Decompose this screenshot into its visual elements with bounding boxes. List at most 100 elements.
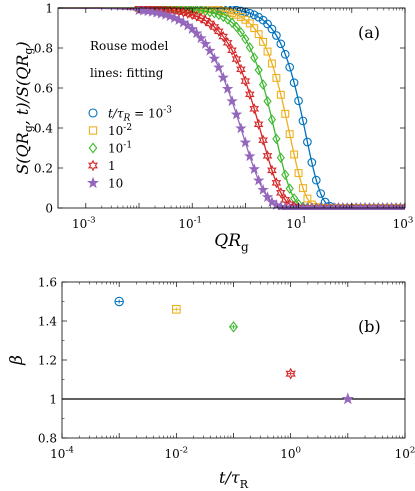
x-tick-label: 10-1 — [178, 216, 202, 231]
data-point-1 — [259, 37, 268, 46]
legend: t/τR = 10-310-2 10-1 1 10 — [87, 106, 172, 191]
data-point-3 — [222, 37, 233, 49]
data-point-0 — [294, 96, 303, 106]
y-tick-label: 1 — [49, 393, 57, 407]
data-point-3 — [258, 134, 268, 146]
panel-label-a: (a) — [358, 23, 380, 42]
data-point-0 — [263, 19, 272, 29]
data-point-0 — [249, 10, 259, 20]
y-tick-label: 1 — [45, 2, 53, 16]
x-tick-label: 10-4 — [50, 446, 74, 461]
data-point-3 — [205, 17, 215, 30]
x-tick-label: 103 — [393, 216, 414, 231]
data-point-0 — [298, 116, 308, 126]
data-point-0 — [307, 158, 317, 167]
data-point-0 — [245, 8, 255, 18]
data-point-2 — [254, 64, 263, 76]
data-point-3 — [240, 75, 251, 87]
data-point-2 — [232, 21, 241, 33]
data-point-4 — [186, 23, 198, 35]
data-point-2 — [223, 14, 232, 25]
data-point-0 — [289, 78, 299, 88]
data-point-3 — [196, 12, 206, 24]
beta-point-2 — [229, 321, 238, 333]
legend-marker-4 — [87, 176, 99, 189]
data-point-1 — [294, 169, 303, 178]
data-point-3 — [271, 177, 282, 189]
data-point-4 — [199, 37, 212, 49]
data-point-3 — [249, 103, 260, 115]
legend-label-4: 10 — [108, 177, 123, 191]
data-point-3 — [262, 150, 273, 162]
data-point-1 — [263, 47, 272, 56]
data-point-1 — [245, 19, 254, 28]
y-tick-label: 1.2 — [38, 354, 57, 368]
x-axis-label: t/τR — [219, 468, 249, 491]
data-point-3 — [267, 164, 277, 176]
data-point-2 — [241, 33, 250, 45]
data-point-1 — [290, 150, 299, 159]
data-point-1 — [299, 184, 307, 193]
data-point-3 — [244, 88, 255, 100]
data-point-2 — [263, 95, 272, 107]
x-axis-label: QRg — [214, 231, 249, 254]
data-point-3 — [253, 118, 264, 130]
y-tick-label: 0.8 — [38, 432, 57, 446]
x-tick-label: 10-3 — [72, 216, 96, 231]
x-tick-label: 100 — [280, 446, 301, 461]
data-point-2 — [267, 114, 277, 125]
data-point-4 — [261, 191, 274, 202]
y-axis-label: S(QRg, t)/S(QRg) — [13, 41, 35, 174]
data-point-4 — [195, 32, 207, 44]
data-point-0 — [272, 31, 281, 40]
data-point-4 — [190, 27, 203, 39]
x-tick-label: 102 — [395, 446, 415, 461]
data-point-2 — [227, 17, 237, 29]
data-point-4 — [217, 71, 229, 83]
data-point-4 — [208, 52, 221, 64]
axes-box — [57, 7, 406, 209]
data-point-2 — [285, 183, 294, 194]
data-point-2 — [205, 6, 215, 18]
data-point-1 — [254, 30, 263, 39]
data-point-4 — [173, 14, 185, 26]
x-tick-label: 10-2 — [164, 446, 188, 461]
data-point-0 — [316, 189, 326, 198]
data-point-0 — [276, 39, 286, 49]
data-point-2 — [272, 133, 281, 145]
data-point-4 — [204, 44, 216, 56]
data-point-0 — [285, 62, 295, 72]
data-point-2 — [281, 169, 290, 181]
annotation-fitting: lines: fitting — [90, 66, 164, 80]
data-point-2 — [276, 152, 285, 163]
data-point-4 — [226, 95, 238, 107]
data-point-2 — [236, 27, 246, 38]
legend-label-1: 10-2 — [108, 123, 132, 138]
legend-label-2: 10-1 — [108, 141, 132, 156]
beta-point-0 — [114, 296, 124, 307]
data-point-3 — [227, 44, 237, 56]
data-point-0 — [254, 12, 264, 22]
data-point-4 — [230, 108, 243, 120]
data-point-4 — [239, 136, 252, 148]
data-point-3 — [236, 63, 246, 75]
plot-area — [62, 282, 405, 438]
legend-marker-2 — [88, 142, 98, 154]
data-point-0 — [280, 49, 290, 59]
data-point-1 — [276, 90, 285, 99]
data-point-1 — [285, 130, 294, 139]
data-point-0 — [303, 137, 312, 147]
data-point-0 — [311, 175, 321, 185]
legend-label-0: t/τR = 10-3 — [108, 106, 172, 124]
data-point-1 — [303, 194, 312, 203]
y-tick-label: 0.8 — [34, 42, 53, 56]
data-point-1 — [272, 73, 281, 82]
data-point-2 — [219, 11, 228, 23]
data-point-4 — [244, 150, 256, 162]
data-point-2 — [245, 42, 254, 53]
data-point-1 — [267, 59, 276, 68]
data-point-1 — [232, 10, 241, 19]
data-point-3 — [231, 53, 242, 65]
